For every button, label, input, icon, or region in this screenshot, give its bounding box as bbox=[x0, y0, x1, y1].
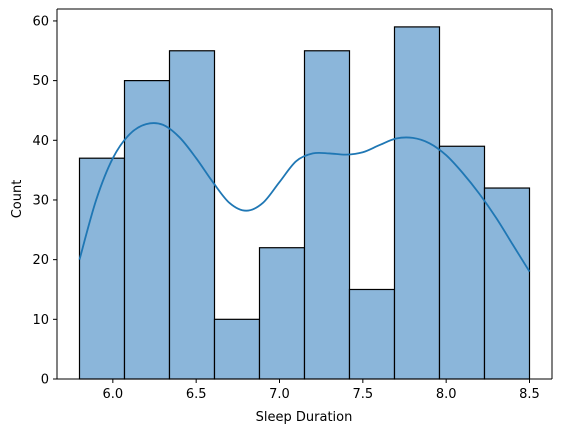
bars-layer bbox=[78, 26, 531, 380]
x-tick-label: 7.0 bbox=[269, 387, 290, 402]
y-tick-label: 10 bbox=[32, 313, 49, 328]
y-tick-label: 60 bbox=[32, 14, 49, 29]
histogram-bar bbox=[393, 26, 441, 380]
x-tick-label: 8.5 bbox=[519, 387, 540, 402]
y-tick-label: 20 bbox=[32, 253, 49, 268]
y-tick-label: 30 bbox=[32, 193, 49, 208]
y-tick-label: 40 bbox=[32, 134, 49, 149]
histogram-bar bbox=[168, 50, 216, 380]
x-tick-label: 7.5 bbox=[352, 387, 373, 402]
x-tick-label: 6.0 bbox=[102, 387, 123, 402]
y-tick-label: 0 bbox=[41, 373, 49, 388]
histogram-bar bbox=[123, 80, 171, 380]
axes-layer bbox=[56, 8, 553, 380]
y-axis-label: Count bbox=[10, 180, 25, 219]
x-tick-label: 6.5 bbox=[186, 387, 207, 402]
y-tick-label: 50 bbox=[32, 74, 49, 89]
histogram-bar bbox=[348, 288, 396, 380]
histogram-bar bbox=[438, 145, 486, 380]
x-axis-label: Sleep Duration bbox=[256, 410, 353, 425]
histogram-bar bbox=[78, 157, 126, 380]
kde-layer bbox=[78, 122, 531, 273]
histogram-bar bbox=[483, 187, 531, 380]
histogram-bar bbox=[303, 50, 351, 380]
kde-line bbox=[78, 122, 531, 273]
ticks-layer: 6.0 6.5 7.0 7.5 8.0 8.5 0 10 20 30 40 50 60 bbox=[32, 14, 539, 402]
x-tick-label: 8.0 bbox=[436, 387, 457, 402]
histogram-bar bbox=[213, 318, 261, 380]
histogram-bar bbox=[258, 247, 306, 380]
